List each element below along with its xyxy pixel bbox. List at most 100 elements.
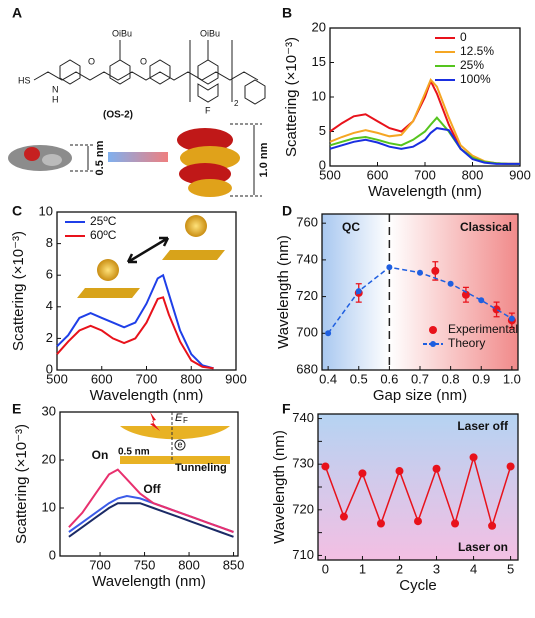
atom-label: H <box>52 94 59 104</box>
x-tick-label: 700 <box>414 167 436 182</box>
y-tick-label: 710 <box>292 547 314 562</box>
y-tick-label: 740 <box>296 251 318 266</box>
x-axis-title: Wavelength (nm) <box>368 183 482 200</box>
y-tick-label: 20 <box>42 451 56 466</box>
y-tick-label: 10 <box>312 88 326 103</box>
x-tick-label: 850 <box>223 557 245 572</box>
x-tick-label: 500 <box>46 371 68 386</box>
x-tick-label: 900 <box>225 371 247 386</box>
region-classical <box>389 214 518 370</box>
marker <box>492 305 501 314</box>
x-tick-label: 800 <box>180 371 202 386</box>
y-axis-title: Wavelength (nm) <box>271 430 288 544</box>
y-tick-label: 4 <box>46 298 53 313</box>
y-axis-title: Scattering (×10⁻³) <box>283 37 300 157</box>
x-tick-label: 0.9 <box>472 371 490 386</box>
gold-film <box>162 250 225 260</box>
series-line <box>56 273 214 370</box>
atom-label: HS <box>18 75 31 85</box>
series-line <box>329 77 520 165</box>
x-tick-label: 500 <box>319 167 341 182</box>
y-tick-label: 6 <box>46 267 53 282</box>
marker <box>451 519 460 528</box>
x-axis-title: Gap size (nm) <box>373 387 467 404</box>
annotation: Laser off <box>457 419 509 433</box>
y-axis-title: Scattering (×10⁻³) <box>10 231 27 351</box>
x-tick-label: 800 <box>462 167 484 182</box>
electron <box>174 439 186 451</box>
atom-label: N <box>52 84 59 94</box>
marker <box>395 467 404 476</box>
x-tick-label: 1 <box>359 561 366 576</box>
x-tick-label: 800 <box>178 557 200 572</box>
y-tick-label: 0 <box>49 547 56 562</box>
molecule <box>33 40 266 105</box>
marker <box>417 269 423 276</box>
x-tick-label: 0.4 <box>319 371 337 386</box>
y-tick-label: 740 <box>292 410 314 425</box>
gold-film <box>120 456 230 464</box>
panel-letter: C <box>12 203 22 219</box>
y-tick-label: 700 <box>296 325 318 340</box>
legend-marker <box>429 326 437 334</box>
y-axis-title: Wavelength (nm) <box>275 235 292 349</box>
y-tick-label: 10 <box>39 203 53 218</box>
panel-letter: F <box>282 401 291 417</box>
annotation: On <box>92 448 109 462</box>
y-tick-label: 30 <box>42 403 56 418</box>
x-tick-label: 4 <box>470 561 477 576</box>
marker <box>447 280 454 287</box>
x-tick-label: 0.5 <box>350 371 368 386</box>
marker <box>469 453 478 462</box>
annotation: Off <box>143 482 161 496</box>
repeat-index: 2 <box>234 99 239 108</box>
legend-label: 25% <box>460 58 484 72</box>
y-tick-label: 730 <box>292 456 314 471</box>
y-tick-label: 2 <box>46 330 53 345</box>
marker <box>488 521 497 530</box>
x-tick-label: 5 <box>507 561 514 576</box>
legend-label: 25ºC <box>90 214 117 228</box>
marker <box>376 519 385 528</box>
legend-marker <box>430 341 436 347</box>
legend-label: Theory <box>448 336 485 350</box>
y-tick-label: 0 <box>319 157 326 172</box>
y-tick-label: 720 <box>292 501 314 516</box>
y-tick-label: 760 <box>296 215 318 230</box>
y-tick-label: 720 <box>296 288 318 303</box>
panel-letter: B <box>282 5 292 21</box>
x-tick-label: 0.8 <box>442 371 460 386</box>
marker <box>386 264 393 271</box>
panel-letter: A <box>12 5 22 21</box>
y-tick-label: 10 <box>42 499 56 514</box>
gap-label: 0.5 nm <box>118 447 150 458</box>
x-tick-label: 0.7 <box>411 371 429 386</box>
annotation: Laser on <box>458 540 508 554</box>
molecule-name: (OS-2) <box>103 110 133 121</box>
x-tick-label: 700 <box>136 371 158 386</box>
legend-label: 0 <box>460 30 467 44</box>
gold-film <box>77 288 140 298</box>
atom-label: F <box>205 105 211 115</box>
x-axis-title: Wavelength (nm) <box>90 387 204 404</box>
marker <box>478 297 485 304</box>
light-bolt <box>150 412 160 431</box>
fermi-label: E <box>175 412 183 424</box>
gold-particle <box>185 215 207 237</box>
marker <box>414 517 422 526</box>
background <box>318 414 518 560</box>
legend-label: Experimental <box>448 322 518 336</box>
x-tick-label: 600 <box>91 371 113 386</box>
side-group: OiBu <box>112 28 132 38</box>
annotation: Classical <box>460 220 512 234</box>
marker <box>508 315 515 322</box>
marker <box>461 290 470 299</box>
double-arrow <box>126 236 170 264</box>
panel-letter: E <box>12 401 21 417</box>
x-tick-label: 600 <box>367 167 389 182</box>
space-fill-short <box>8 144 95 172</box>
series-line <box>68 502 234 538</box>
y-tick-label: 0 <box>46 361 53 376</box>
x-tick-label: 700 <box>89 557 111 572</box>
